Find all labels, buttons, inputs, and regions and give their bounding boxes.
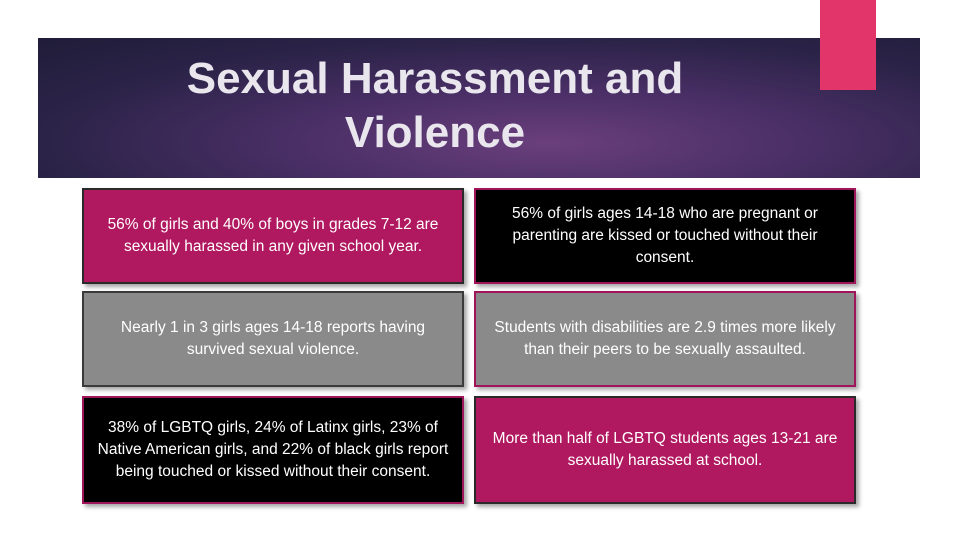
stat-card-pregnant-parenting: 56% of girls ages 14-18 who are pregnant… bbox=[474, 188, 856, 284]
stat-card-text: More than half of LGBTQ students ages 13… bbox=[492, 430, 838, 469]
stat-card-disabilities: Students with disabilities are 2.9 times… bbox=[474, 291, 856, 387]
stat-card-text: 56% of girls ages 14-18 who are pregnant… bbox=[512, 205, 818, 266]
accent-bar bbox=[820, 0, 876, 90]
stat-card-text: 38% of LGBTQ girls, 24% of Latinx girls,… bbox=[97, 419, 449, 480]
stat-card-text: Nearly 1 in 3 girls ages 14-18 reports h… bbox=[120, 319, 426, 358]
stat-card-text: Students with disabilities are 2.9 times… bbox=[494, 319, 836, 358]
slide-title-line2: Violence bbox=[344, 108, 526, 157]
stat-card-lgbtq-students: More than half of LGBTQ students ages 13… bbox=[474, 396, 856, 504]
stat-card-grades-7-12: 56% of girls and 40% of boys in grades 7… bbox=[82, 188, 464, 284]
stat-card-sexual-violence: Nearly 1 in 3 girls ages 14-18 reports h… bbox=[82, 291, 464, 387]
stat-card-lgbtq-girls: 38% of LGBTQ girls, 24% of Latinx girls,… bbox=[82, 396, 464, 504]
title-band bbox=[38, 38, 920, 178]
stat-card-text: 56% of girls and 40% of boys in grades 7… bbox=[107, 216, 439, 255]
slide-title: Sexual Harassment and Violence bbox=[150, 52, 720, 160]
slide-title-line1: Sexual Harassment and bbox=[186, 54, 684, 103]
